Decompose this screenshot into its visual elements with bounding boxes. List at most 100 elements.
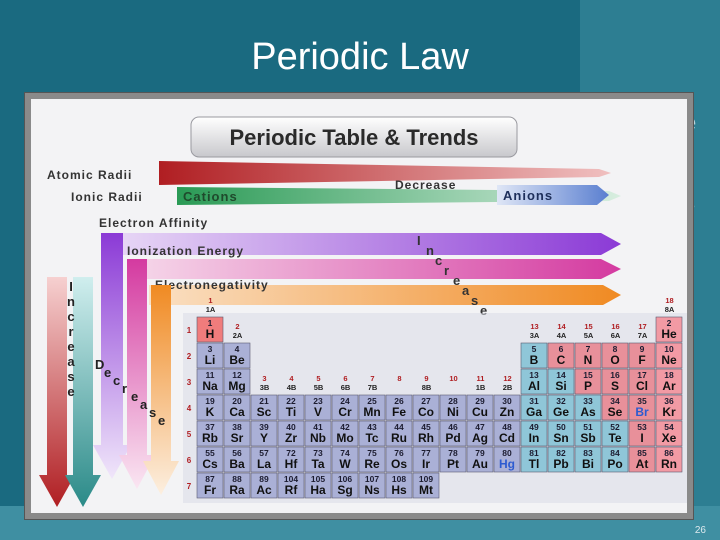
- increase-diag-letter: a: [462, 283, 470, 298]
- element-number: 39: [259, 422, 269, 432]
- element-symbol: Cr: [338, 405, 352, 419]
- vertical-orange-arrow: [143, 285, 179, 495]
- element-number: 38: [232, 422, 242, 432]
- element-number: 27: [421, 396, 431, 406]
- element-number: 51: [583, 422, 593, 432]
- element-symbol: O: [610, 353, 619, 367]
- element-number: 33: [583, 396, 593, 406]
- element-number: 72: [286, 448, 296, 458]
- element-symbol: C: [557, 353, 566, 367]
- element-symbol: B: [530, 353, 539, 367]
- group-code: 2A: [233, 331, 243, 340]
- element-number: 32: [556, 396, 566, 406]
- element-number: 21: [259, 396, 269, 406]
- ionization-energy-label: Ionization Energy: [127, 244, 244, 258]
- element-number: 23: [313, 396, 323, 406]
- group-number: 3: [262, 374, 266, 383]
- atomic-radii-label: Atomic Radii: [47, 168, 132, 182]
- slide-title: Periodic Law: [251, 36, 469, 78]
- element-number: 89: [259, 474, 269, 484]
- increase-diag-letter: e: [480, 303, 487, 318]
- element-symbol: Cd: [499, 431, 515, 445]
- element-number: 15: [583, 370, 593, 380]
- group-code: 6A: [611, 331, 621, 340]
- element-number: 7: [586, 344, 591, 354]
- element-cell-i: 53I: [628, 420, 656, 447]
- element-cell-li: 3Li: [196, 342, 224, 369]
- periodic-table-figure: Periodic Table & Trends Atomic Radii Ion…: [31, 99, 687, 513]
- element-symbol: Sb: [580, 431, 595, 445]
- element-number: 26: [394, 396, 404, 406]
- element-cell-y: 39Y: [250, 420, 278, 447]
- element-symbol: Sg: [337, 483, 352, 497]
- group-code: 3A: [530, 331, 540, 340]
- element-cell-n: 7N: [574, 342, 602, 369]
- element-cell-s: 16S: [601, 368, 629, 395]
- group-number: 14: [557, 322, 566, 331]
- element-symbol: Ag: [472, 431, 488, 445]
- group-number: 9: [424, 374, 428, 383]
- element-cell-p: 15P: [574, 368, 602, 395]
- group-code: 8A: [665, 305, 675, 314]
- element-symbol: Li: [205, 353, 216, 367]
- element-symbol: Au: [472, 457, 488, 471]
- element-number: 52: [610, 422, 620, 432]
- group-number: 16: [611, 322, 619, 331]
- element-symbol: Ru: [391, 431, 407, 445]
- element-cell-k: 19K: [196, 394, 224, 421]
- element-number: 30: [502, 396, 512, 406]
- group-code: 1B: [476, 383, 486, 392]
- anions-label: Anions: [503, 188, 553, 203]
- increase-diag-letter: e: [453, 273, 460, 288]
- element-number: 34: [610, 396, 620, 406]
- element-symbol: Nb: [310, 431, 326, 445]
- element-number: 82: [556, 448, 566, 458]
- element-symbol: Ge: [553, 405, 569, 419]
- group-code: 3B: [260, 383, 270, 392]
- increase-vert-letter: s: [67, 369, 74, 384]
- group-number: 11: [477, 374, 485, 383]
- element-cell-o: 8O: [601, 342, 629, 369]
- atomic-radii-arrow: [159, 161, 611, 185]
- period-label: 3: [187, 378, 192, 387]
- element-symbol: Ni: [447, 405, 459, 419]
- element-number: 18: [664, 370, 674, 380]
- element-symbol: Se: [608, 405, 623, 419]
- element-symbol: Cl: [636, 379, 648, 393]
- element-symbol: Te: [608, 431, 621, 445]
- element-symbol: Sc: [257, 405, 272, 419]
- element-symbol: Na: [202, 379, 218, 393]
- group-number: 7: [370, 374, 374, 383]
- element-symbol: Ar: [662, 379, 676, 393]
- element-symbol: Al: [528, 379, 540, 393]
- ionization-energy-arrow: [131, 259, 621, 279]
- decrease-diag-letter: c: [113, 373, 120, 388]
- element-symbol: Fe: [392, 405, 406, 419]
- element-number: 79: [475, 448, 485, 458]
- element-number: 45: [421, 422, 431, 432]
- group-number: 17: [638, 322, 646, 331]
- element-symbol: La: [257, 457, 271, 471]
- element-number: 80: [502, 448, 512, 458]
- ionic-radii-label: Ionic Radii: [71, 190, 143, 204]
